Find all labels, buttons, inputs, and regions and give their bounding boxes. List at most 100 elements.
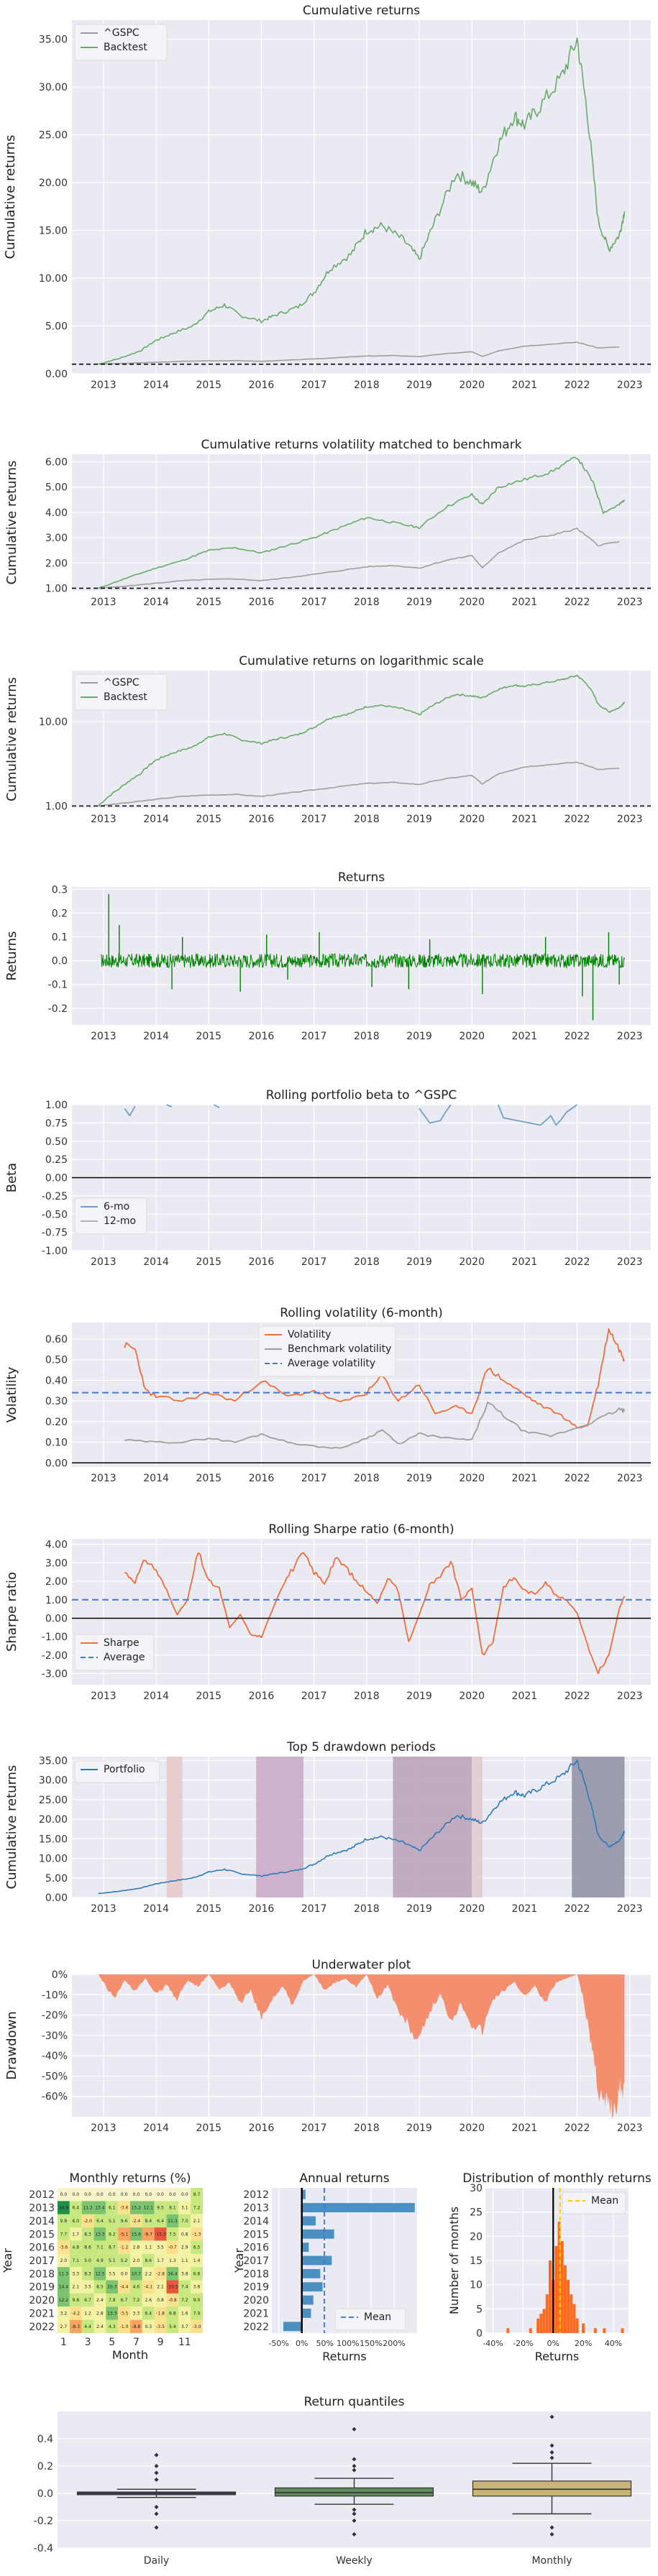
heatmap-cell-label: 5.2: [121, 2258, 128, 2263]
x-tick-label: 2017: [301, 1473, 327, 1484]
x-tick-label: 2015: [196, 1690, 221, 1702]
heatmap-cell-label: 4.9: [96, 2258, 104, 2263]
heatmap-cell: [106, 2214, 119, 2228]
y-tick-label: 35.00: [39, 34, 68, 46]
x-tick-label: 2018: [354, 2122, 380, 2134]
backtest-line: [98, 37, 626, 365]
box: [472, 2480, 632, 2497]
heatmap-cell: [154, 2240, 167, 2254]
rolling-beta-chart: 2013 2014 2015 2016 2017 2018 2019 2020 2021 2022…: [4, 1088, 651, 1268]
y-axis-label: Beta: [4, 1163, 19, 1193]
x-tick-label: Daily: [144, 2555, 169, 2567]
heatmap-cell: [154, 2306, 167, 2320]
annual-bar: [301, 2295, 314, 2305]
heatmap-cell-label: 3.1: [181, 2206, 188, 2211]
x-tick-label: 1: [60, 2337, 67, 2348]
heatmap-cell: [106, 2267, 119, 2281]
heatmap-cell-label: -3.5: [120, 2311, 129, 2316]
histogram-bar: [570, 2294, 573, 2333]
x-tick-label: 100%: [337, 2339, 359, 2348]
heatmap-cell: [142, 2293, 155, 2307]
beta-6mo-line: [166, 1104, 173, 1108]
y-axis-label: Cumulative returns: [4, 461, 19, 585]
heatmap-cell-label: 8.4: [145, 2219, 152, 2224]
heatmap-cell-label: 2.0: [133, 2258, 140, 2263]
y-axis-label: Volatility: [4, 1366, 19, 1422]
heatmap-cell-label: -1.8: [156, 2311, 165, 2316]
monthly-distribution-chart: -40% -20% 0% 20% 40% 0 5 10 15 20 25 30Distribution…: [447, 2171, 652, 2363]
box: [274, 2487, 434, 2497]
heatmap-cell-label: 0.0: [60, 2192, 68, 2197]
y-tick-label: 2.00: [45, 1576, 68, 1588]
outlier: [549, 2532, 554, 2536]
x-tick-label: 0%: [547, 2339, 559, 2348]
heatmap-cell-label: 4.6: [133, 2285, 140, 2290]
heatmap-cell: [154, 2201, 167, 2214]
outlier: [352, 2426, 357, 2432]
heatmap-cell-label: -2.0: [83, 2219, 92, 2224]
chart-title: Top 5 drawdown periods: [286, 1740, 436, 1754]
heatmap-cell-label: 3.3: [133, 2311, 140, 2316]
heatmap-cell: [69, 2253, 82, 2268]
y-tick-label: 2018: [243, 2268, 269, 2280]
heatmap-cell: [130, 2201, 142, 2214]
heatmap-cell: [93, 2293, 106, 2307]
y-tick-label: 2022: [243, 2322, 269, 2333]
heatmap-cell: [166, 2253, 179, 2268]
x-tick-label: 2013: [91, 1473, 116, 1484]
outlier: [352, 2532, 357, 2536]
heatmap-cell: [166, 2201, 179, 2214]
x-tick-label: 40%: [605, 2339, 622, 2348]
heatmap-cell: [58, 2267, 70, 2281]
benchmark-line: [98, 761, 620, 807]
x-axis-label: Month: [112, 2348, 148, 2362]
heatmap-cell-label: 10.7: [132, 2271, 142, 2276]
y-tick-label: 5: [476, 2304, 483, 2315]
x-tick-label: 2015: [196, 380, 221, 391]
heatmap-cell: [118, 2253, 130, 2268]
heatmap-cell: [118, 2293, 130, 2307]
histogram-bar: [575, 2318, 579, 2333]
heatmap-cell-label: 7.0: [181, 2219, 188, 2224]
y-tick-label: -0.4: [34, 2543, 53, 2554]
benchmark-line: [98, 528, 620, 589]
x-tick-label: 2022: [565, 1473, 590, 1484]
outlier: [154, 2511, 159, 2516]
heatmap-cell-label: 1.6: [181, 2311, 188, 2316]
histogram-bar: [557, 2222, 561, 2333]
heatmap-cell: [69, 2214, 82, 2228]
heatmap-cell: [81, 2319, 94, 2333]
y-tick-label: -0.2: [48, 1003, 68, 1015]
heatmap-cell-label: 0.0: [96, 2192, 104, 2197]
x-tick-label: 2018: [354, 814, 380, 825]
outlier: [154, 2505, 159, 2509]
heatmap-cell: [154, 2253, 167, 2268]
heatmap-cell-label: -8.7: [144, 2232, 152, 2237]
heatmap-cell: [81, 2253, 94, 2268]
heatmap-cell-label: 9.0: [193, 2298, 201, 2303]
heatmap-cell: [166, 2214, 179, 2228]
x-tick-label: 2013: [91, 1031, 116, 1042]
x-tick-label: -20%: [513, 2339, 533, 2348]
x-tick-label: 2014: [143, 1690, 169, 1702]
y-tick-label: 5.00: [45, 321, 68, 333]
y-tick-label: 2020: [29, 2295, 55, 2306]
x-tick-label: 2021: [512, 1690, 538, 1702]
x-tick-label: 2018: [354, 1256, 380, 1268]
legend-label: ^GSPC: [104, 27, 140, 39]
outlier: [352, 2464, 357, 2468]
heatmap-cell: [191, 2267, 203, 2281]
heatmap-cell-label: 8.1: [169, 2206, 176, 2211]
chart-title: Rolling Sharpe ratio (6-month): [268, 1522, 454, 1537]
legend-label: Mean: [591, 2195, 618, 2207]
histogram-bar: [567, 2279, 570, 2333]
backtest-line: [98, 674, 626, 806]
heatmap-cell-label: 2.4: [96, 2324, 104, 2329]
x-tick-label: 2016: [249, 1903, 275, 1915]
heatmap-cell: [191, 2240, 203, 2254]
heatmap-cell: [81, 2201, 94, 2214]
heatmap-cell: [93, 2188, 106, 2202]
heatmap-cell: [81, 2280, 94, 2294]
legend-label: Mean: [364, 2312, 391, 2323]
